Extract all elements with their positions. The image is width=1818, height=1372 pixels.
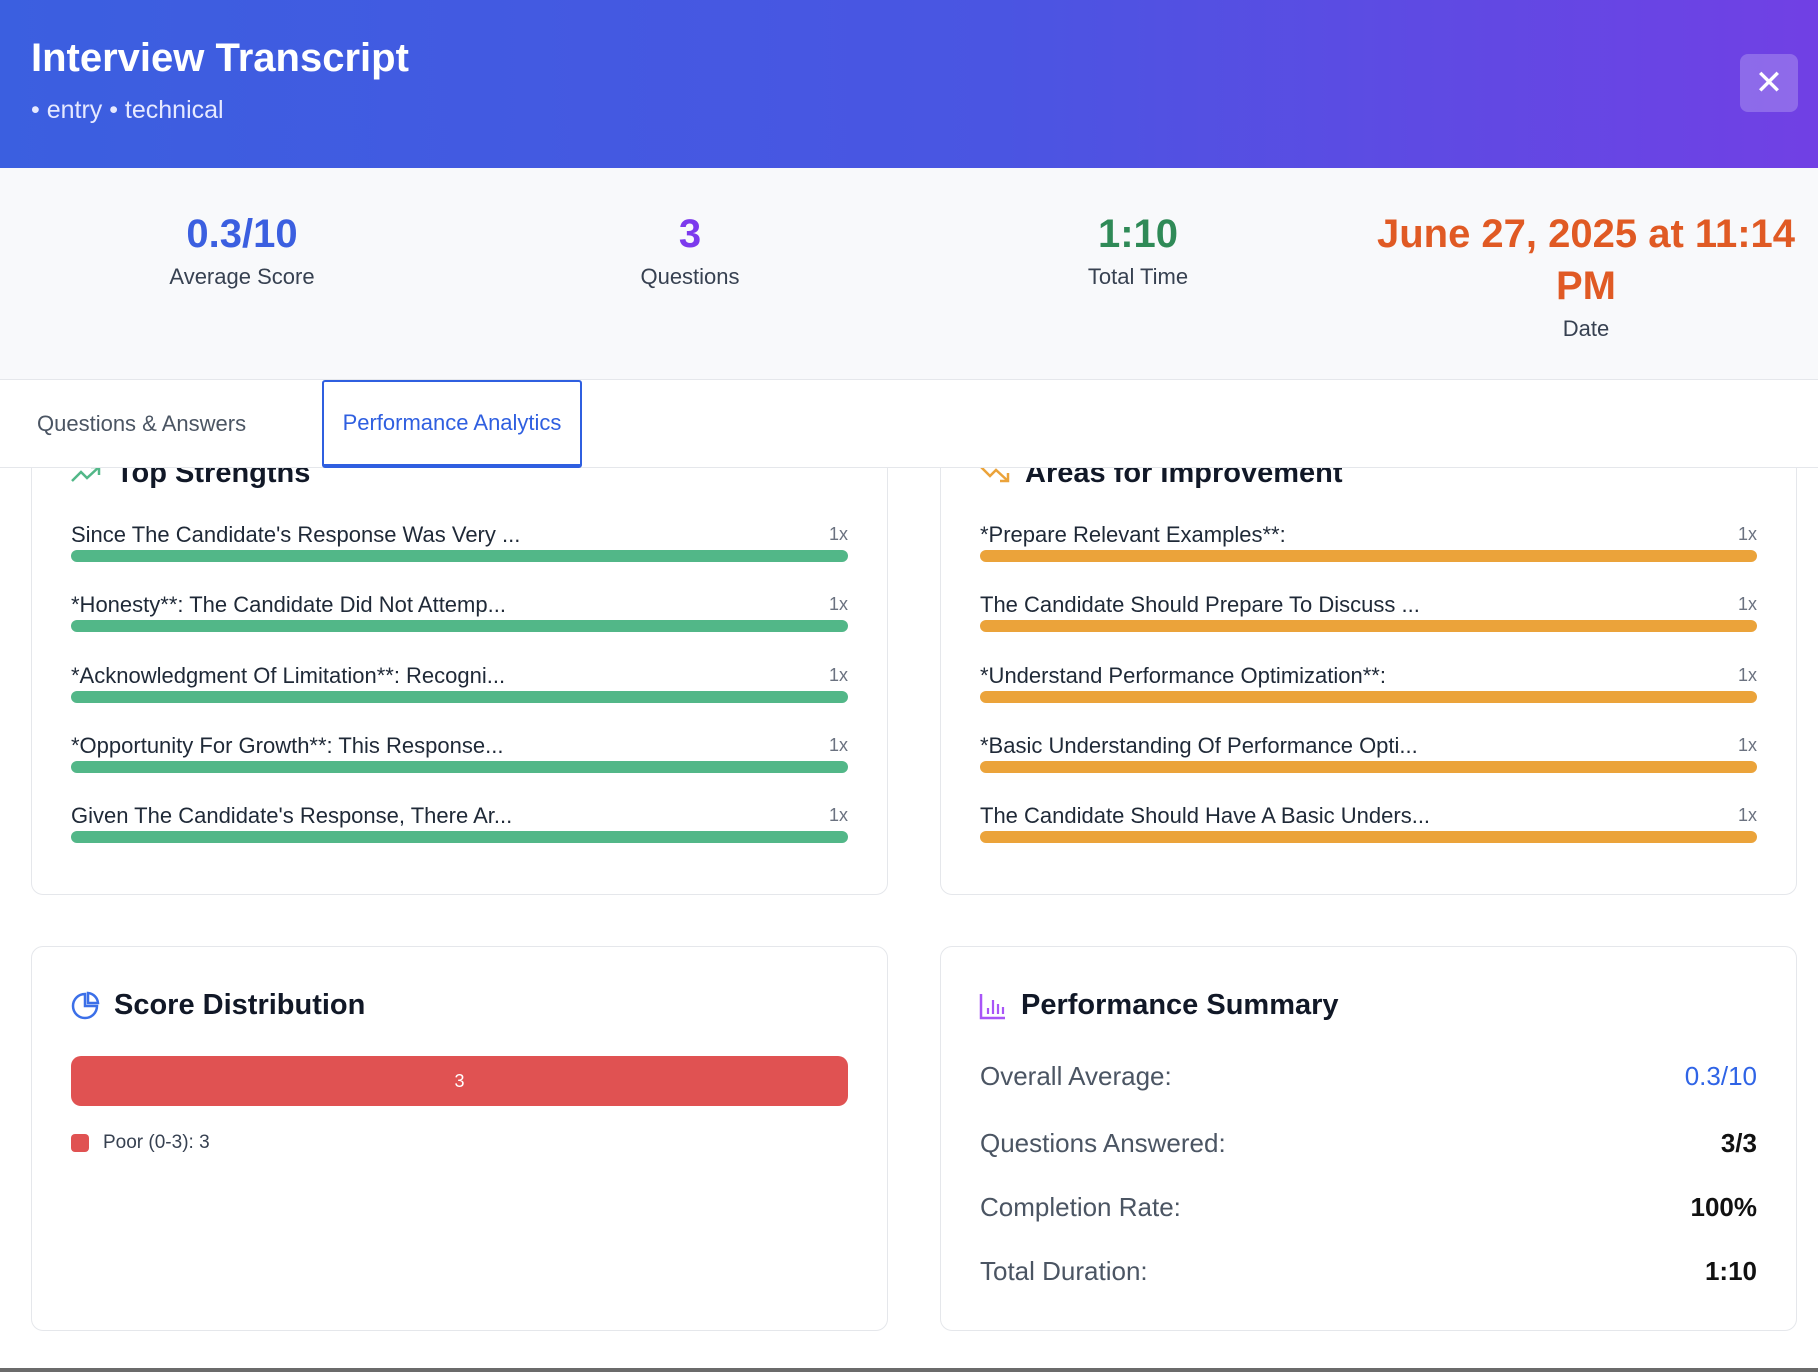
item-label: *Opportunity For Growth**: This Response… (71, 732, 504, 758)
card-title-text: Areas for Improvement (1025, 468, 1343, 489)
interview-tags: • entry • technical (31, 96, 224, 124)
pie-chart-icon (71, 991, 100, 1019)
poor-score-bar: 3 (71, 1056, 848, 1106)
stat-label: Questions (640, 264, 740, 289)
page-title: Interview Transcript (31, 36, 409, 80)
list-item: *Understand Performance Optimization**: 1… (980, 663, 1757, 723)
item-count: 1x (1737, 734, 1757, 755)
top-strengths-card: Top Strengths Since The Candidate's Resp… (31, 468, 888, 895)
item-count: 1x (828, 524, 848, 544)
summary-label: Questions Answered: (980, 1128, 1226, 1158)
item-count: 1x (1737, 664, 1757, 685)
summary-label: Overall Average: (980, 1061, 1172, 1091)
item-count: 1x (828, 734, 848, 755)
trending-down-icon (980, 468, 1010, 482)
stat-average-score: 0.3/10 Average Score (22, 208, 462, 290)
summary-row-completion-rate: Completion Rate: 100% (980, 1192, 1757, 1223)
card-title: Score Distribution (70, 989, 365, 1022)
item-bar (980, 831, 1757, 844)
analytics-content[interactable]: Top Strengths Since The Candidate's Resp… (0, 468, 1818, 1370)
summary-value: 1:10 (1704, 1256, 1757, 1286)
stat-questions: 3 Questions (470, 208, 910, 290)
item-label: *Understand Performance Optimization**: (980, 662, 1386, 688)
item-count: 1x (828, 594, 848, 615)
list-item: The Candidate Should Prepare To Discuss … (980, 592, 1757, 652)
list-item: Given The Candidate's Response, There Ar… (71, 803, 848, 863)
list-item: *Prepare Relevant Examples**: 1x (980, 522, 1757, 582)
card-title-text: Score Distribution (114, 989, 366, 1021)
list-item: Since The Candidate's Response Was Very … (71, 522, 848, 582)
bar-chart-icon (979, 993, 1005, 1019)
item-count: 1x (1737, 524, 1757, 544)
stat-date: June 27, 2025 at 11:14 PM Date (1366, 208, 1806, 342)
list-item: *Basic Understanding Of Performance Opti… (980, 733, 1757, 793)
card-title: Top Strengths (70, 468, 310, 490)
summary-value: 3/3 (1720, 1128, 1757, 1158)
stat-value: June 27, 2025 at 11:14 PM (1376, 212, 1796, 308)
item-bar (71, 690, 848, 703)
stat-value: 0.3/10 (186, 212, 298, 256)
item-count: 1x (1737, 594, 1757, 615)
tab-performance-analytics[interactable]: Performance Analytics (322, 380, 582, 468)
card-title: Areas for Improvement (979, 468, 1343, 490)
item-bar (71, 550, 848, 562)
card-title: Performance Summary (979, 989, 1339, 1022)
list-item: *Acknowledgment Of Limitation**: Recogni… (71, 663, 848, 723)
legend-poor: Poor (0-3): 3 (71, 1132, 210, 1154)
list-item: *Opportunity For Growth**: This Response… (71, 733, 848, 793)
score-distribution-card: Score Distribution 3 Poor (0-3): 3 (31, 946, 888, 1331)
summary-label: Total Duration: (980, 1256, 1148, 1286)
summary-row-overall-average: Overall Average: 0.3/10 (980, 1061, 1757, 1092)
card-title-text: Performance Summary (1021, 989, 1339, 1021)
item-label: *Basic Understanding Of Performance Opti… (980, 732, 1418, 758)
window-bottom-edge (0, 1368, 1818, 1372)
stat-label: Date (1562, 316, 1610, 341)
item-label: Given The Candidate's Response, There Ar… (71, 803, 513, 829)
tab-bar: Questions & Answers Performance Analytic… (0, 380, 1818, 468)
areas-for-improvement-card: Areas for Improvement *Prepare Relevant … (940, 468, 1797, 895)
summary-row-questions-answered: Questions Answered: 3/3 (980, 1128, 1757, 1159)
item-bar (71, 620, 848, 633)
modal-header: Interview Transcript • entry • technical… (0, 0, 1818, 168)
close-button[interactable]: ✕ (1740, 54, 1798, 112)
item-bar (980, 620, 1757, 633)
card-title-text: Top Strengths (116, 468, 311, 489)
close-icon: ✕ (1754, 64, 1784, 102)
tab-questions-answers[interactable]: Questions & Answers (37, 411, 247, 436)
summary-value: 100% (1690, 1192, 1758, 1222)
item-bar (71, 760, 848, 773)
legend-swatch (71, 1134, 89, 1152)
stat-value: 1:10 (1097, 212, 1179, 256)
stat-total-time: 1:10 Total Time (918, 208, 1358, 290)
item-label: The Candidate Should Prepare To Discuss … (980, 592, 1420, 618)
item-label: *Acknowledgment Of Limitation**: Recogni… (71, 662, 506, 688)
item-count: 1x (1737, 805, 1757, 826)
item-label: Since The Candidate's Response Was Very … (71, 522, 521, 547)
item-label: *Honesty**: The Candidate Did Not Attemp… (71, 592, 506, 618)
stats-bar: 0.3/10 Average Score 3 Questions 1:10 To… (0, 168, 1818, 380)
item-bar (71, 831, 848, 844)
list-item: The Candidate Should Have A Basic Unders… (980, 803, 1757, 863)
item-bar (980, 760, 1757, 773)
summary-label: Completion Rate: (980, 1192, 1181, 1222)
trending-up-icon (71, 468, 101, 482)
stat-label: Total Time (1087, 264, 1189, 289)
list-item: *Honesty**: The Candidate Did Not Attemp… (71, 592, 848, 652)
item-count: 1x (828, 664, 848, 685)
item-label: The Candidate Should Have A Basic Unders… (980, 803, 1431, 829)
item-bar (980, 690, 1757, 703)
stat-label: Average Score (169, 264, 315, 289)
performance-summary-card: Performance Summary Overall Average: 0.3/… (940, 946, 1797, 1331)
item-bar (980, 550, 1757, 562)
legend-label: Poor (0-3): 3 (103, 1132, 210, 1153)
item-count: 1x (828, 805, 848, 826)
item-label: *Prepare Relevant Examples**: (980, 522, 1286, 547)
stat-value: 3 (678, 212, 702, 256)
summary-value: 0.3/10 (1684, 1061, 1757, 1091)
summary-row-total-duration: Total Duration: 1:10 (980, 1256, 1757, 1287)
